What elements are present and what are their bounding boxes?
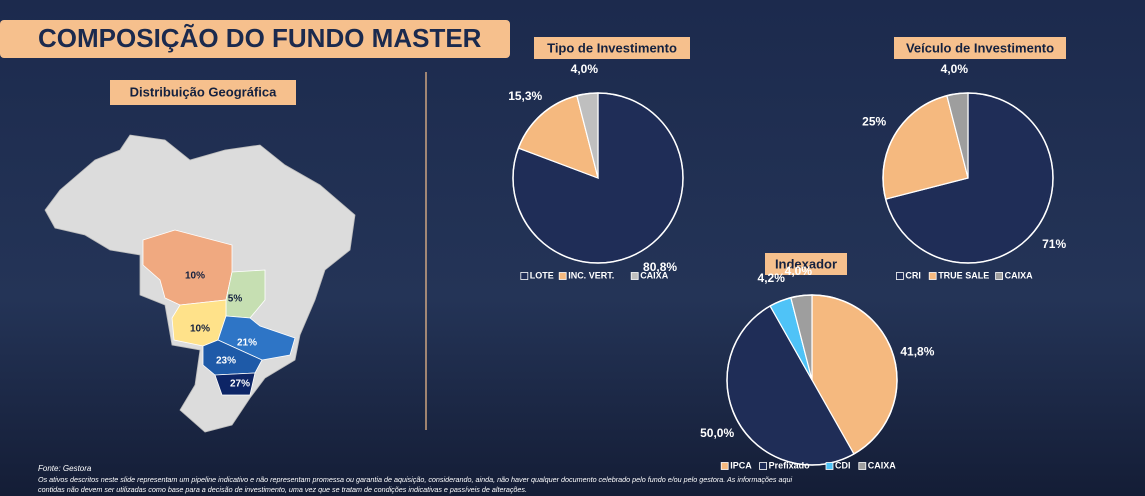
region (214, 372, 256, 396)
legend-label: TRUE SALE (938, 270, 989, 280)
region-label: 5% (228, 294, 243, 305)
pie-outline (882, 92, 1054, 264)
legend-label: CRI (905, 270, 921, 280)
region (202, 339, 263, 376)
map-title: Distribuição Geográfica (130, 84, 277, 99)
legend-label: LOTE (530, 270, 554, 280)
data-label: 41,8% (900, 344, 934, 358)
disclaimer: contidas não devem ser utilizadas como b… (38, 485, 527, 494)
legend-label: CDI (835, 460, 851, 470)
data-label: 80,8% (643, 260, 677, 274)
legend-swatch (630, 272, 639, 280)
legend-swatch (896, 272, 904, 280)
region-label: 10% (190, 324, 210, 335)
source: Fonte: Gestora (38, 464, 92, 473)
disclaimer: Os ativos descritos neste slide represen… (38, 475, 792, 484)
data-label: 15,3% (508, 89, 542, 103)
legend-swatch (520, 272, 529, 280)
legend-swatch (995, 272, 1003, 280)
chart-title-box (534, 37, 690, 59)
chart-title-box (765, 253, 847, 275)
legend-swatch (558, 272, 567, 280)
legend-label: CAIXA (868, 460, 897, 470)
legend-swatch (825, 462, 834, 470)
region-label: 10% (185, 271, 205, 282)
legend-swatch (720, 462, 729, 470)
legend-label: Prefixado (769, 460, 811, 470)
data-label: 25% (862, 115, 886, 129)
chart-title-box (894, 37, 1066, 59)
legend-swatch (759, 462, 767, 470)
legend-label: CAIXA (640, 270, 669, 280)
chart-title: Indexador (775, 256, 837, 271)
data-label: 50,0% (700, 426, 734, 440)
pie-outline (512, 92, 684, 264)
legend-label: IPCA (730, 460, 752, 470)
chart-title: Tipo de Investimento (547, 40, 677, 55)
legend-label: INC. VERT. (568, 270, 614, 280)
region-label: 21% (237, 338, 257, 349)
chart-title: Veículo de Investimento (906, 40, 1054, 55)
region-label: 27% (230, 379, 250, 390)
slide-title: COMPOSIÇÃO DO FUNDO MASTER (38, 23, 482, 53)
data-label: 4,0% (941, 62, 969, 76)
data-label: 4,0% (785, 264, 813, 278)
map-title-box (110, 80, 296, 105)
data-label: 4,2% (758, 271, 786, 285)
region-label: 23% (216, 356, 236, 367)
title-banner (0, 20, 510, 58)
legend-label: CAIXA (1005, 270, 1034, 280)
data-label: 71% (1042, 237, 1066, 251)
legend-swatch (858, 462, 867, 470)
pie-outline (726, 294, 898, 466)
brazil-map (44, 134, 356, 433)
data-label: 4,0% (571, 62, 599, 76)
legend-swatch (928, 272, 937, 280)
